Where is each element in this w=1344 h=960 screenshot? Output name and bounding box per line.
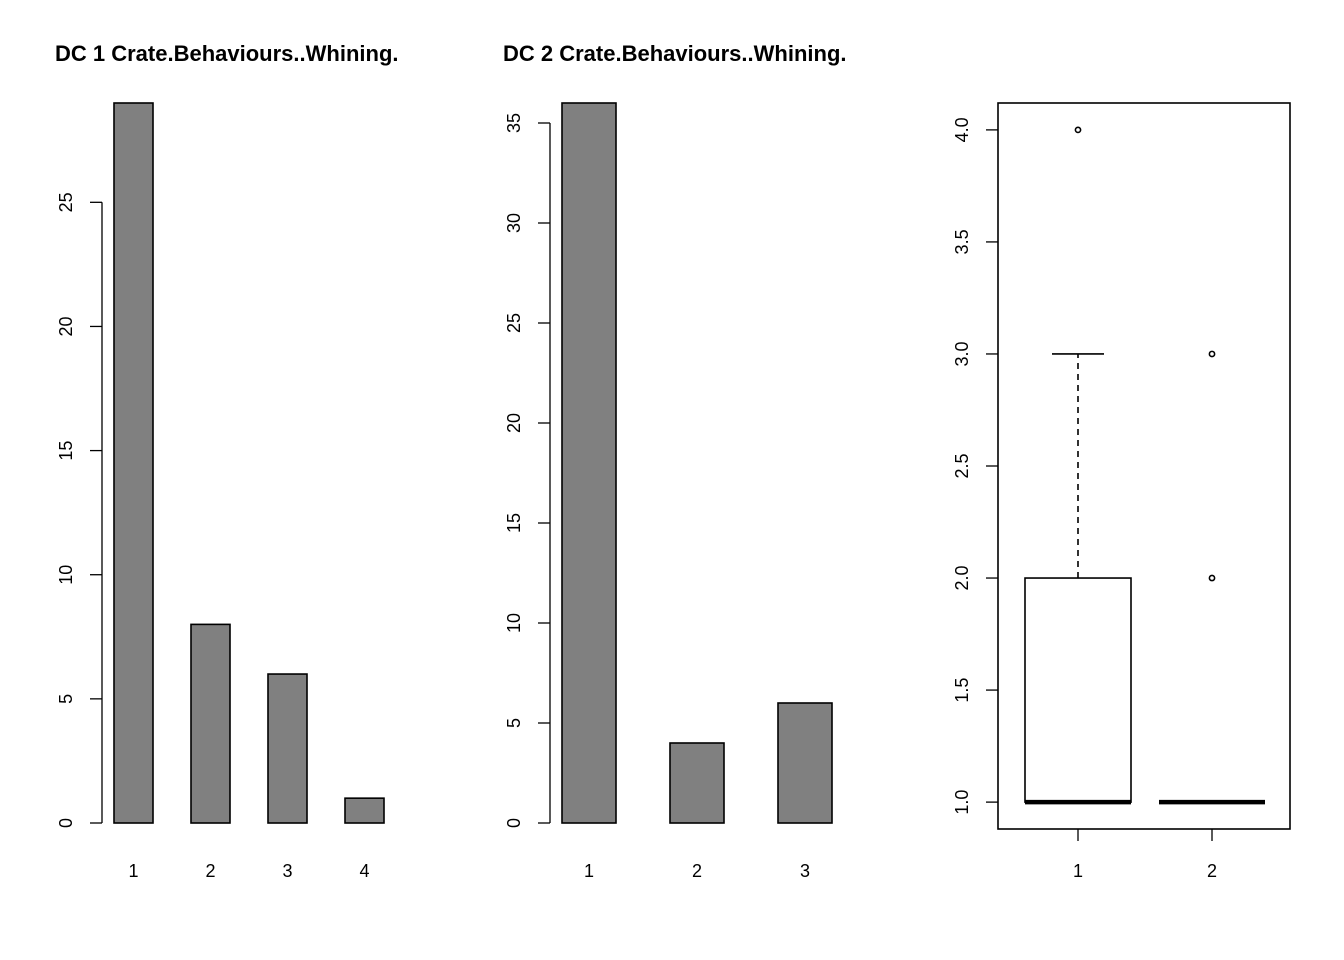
bar-3	[267, 673, 308, 824]
y-tick-label: 15	[504, 513, 524, 533]
y-tick-label: 3.5	[952, 229, 972, 254]
bar-4	[344, 797, 385, 824]
bar-2	[190, 623, 231, 824]
x-tick-label: 4	[359, 861, 369, 881]
bar-chart-dc2: DC 2 Crate.Behaviours..Whining. 0 5 10 15 20…	[503, 41, 847, 881]
y-tick-label: 15	[56, 441, 76, 461]
bar-1	[561, 102, 617, 824]
x-tick-label: 3	[282, 861, 292, 881]
y-tick-label: 1.0	[952, 790, 972, 815]
chart-title-dc1: DC 1 Crate.Behaviours..Whining.	[55, 41, 399, 66]
x-tick-label: 2	[205, 861, 215, 881]
y-tick-label: 5	[504, 718, 524, 728]
x-tick-label: 2	[692, 861, 702, 881]
y-tick-label: 20	[56, 316, 76, 336]
y-tick-label: 20	[504, 413, 524, 433]
y-tick-label: 10	[56, 565, 76, 585]
y-tick-label: 10	[504, 613, 524, 633]
outlier-point	[1208, 350, 1216, 358]
y-tick-label: 0	[56, 818, 76, 828]
bar-2	[669, 742, 725, 824]
bar-1	[113, 102, 154, 824]
outlier-point	[1208, 574, 1216, 582]
y-tick-label: 5	[56, 694, 76, 704]
y-tick-label: 0	[504, 818, 524, 828]
y-tick-label: 1.5	[952, 678, 972, 703]
x-tick-label: 1	[1073, 861, 1083, 881]
y-tick-label: 2.5	[952, 453, 972, 478]
bar-chart-dc1: DC 1 Crate.Behaviours..Whining. 0 5 10 15 20…	[55, 41, 399, 881]
y-tick-label: 30	[504, 213, 524, 233]
box-1	[1024, 577, 1132, 803]
y-tick-label: 25	[504, 313, 524, 333]
y-tick-label: 35	[504, 113, 524, 133]
y-tick-label: 3.0	[952, 341, 972, 366]
chart-title-dc2: DC 2 Crate.Behaviours..Whining.	[503, 41, 847, 66]
y-tick-label: 2.0	[952, 566, 972, 591]
outlier-point	[1074, 126, 1082, 134]
x-tick-label: 1	[128, 861, 138, 881]
bar-3	[777, 702, 833, 824]
x-tick-label: 3	[800, 861, 810, 881]
y-tick-label: 25	[56, 192, 76, 212]
x-tick-label: 1	[584, 861, 594, 881]
y-tick-label: 4.0	[952, 117, 972, 142]
box-plot: 1.0 1.5 2.0 2.5 3.0 3.5 4.0 1 2	[952, 102, 1291, 881]
x-tick-label: 2	[1207, 861, 1217, 881]
